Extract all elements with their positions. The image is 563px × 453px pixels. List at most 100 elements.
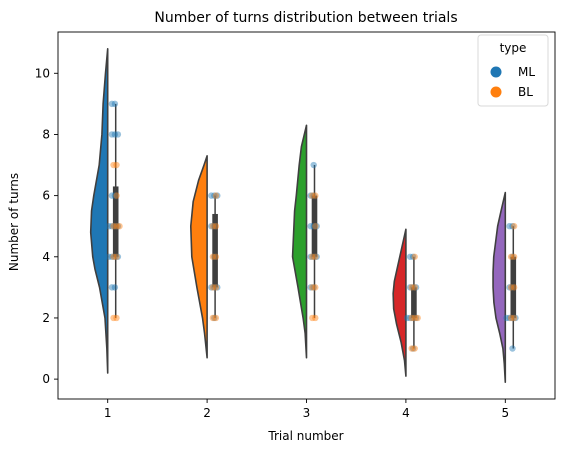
point-ml [105, 253, 113, 260]
point-bl [408, 345, 415, 352]
point-bl [414, 314, 421, 322]
x-tick-label: 2 [203, 406, 211, 420]
point-bl [113, 253, 120, 260]
point-bl [212, 253, 220, 260]
point-ml [406, 284, 414, 291]
x-tick-label: 4 [402, 406, 410, 420]
legend-marker-ml [490, 66, 502, 78]
point-ml [310, 161, 317, 169]
point-bl [212, 223, 220, 230]
point-ml [409, 253, 417, 260]
point-bl [309, 253, 316, 260]
point-ml [403, 314, 411, 322]
point-ml [211, 223, 218, 230]
point-ml [506, 284, 513, 291]
point-ml [310, 223, 317, 230]
violin-5 [492, 191, 507, 383]
point-ml [111, 131, 119, 138]
point-bl [510, 284, 518, 291]
violin-layer [89, 48, 507, 383]
point-bl [113, 161, 120, 169]
point-ml [208, 223, 215, 230]
point-ml [512, 314, 519, 322]
point-ml [108, 253, 116, 260]
point-ml [412, 314, 420, 322]
point-ml [409, 284, 417, 291]
point-ml [307, 223, 314, 230]
point-ml [509, 253, 516, 260]
legend-marker-bl [490, 86, 502, 98]
point-bl [110, 253, 117, 260]
point-bl [510, 223, 518, 230]
y-tick-label: 2 [42, 311, 50, 325]
point-bl [212, 314, 220, 322]
point-ml [108, 131, 116, 138]
point-ml [509, 314, 516, 322]
point-ml [310, 284, 317, 291]
y-tick-label: 10 [35, 66, 50, 80]
y-tick-label: 4 [42, 250, 50, 264]
point-bl [312, 253, 319, 260]
legend-label-ml: ML [518, 65, 535, 79]
point-ml [313, 223, 320, 230]
violin-4 [392, 228, 407, 377]
point-ml [509, 223, 516, 230]
point-ml [409, 314, 417, 322]
point-ml [111, 192, 119, 199]
x-axis-label: Trial number [267, 429, 343, 443]
point-bl [110, 223, 117, 230]
point-ml [211, 314, 218, 322]
point-bl [209, 223, 217, 230]
point-ml [506, 223, 513, 230]
point-bl [507, 284, 515, 291]
point-bl [312, 192, 319, 199]
point-bl [113, 314, 120, 322]
point-bl [408, 284, 415, 291]
point-bl [209, 314, 217, 322]
box-5 [510, 256, 517, 318]
box-1 [112, 186, 119, 257]
point-ml [211, 253, 218, 260]
point-bl [212, 284, 220, 291]
point-ml [214, 192, 221, 199]
point-bl [312, 284, 319, 291]
point-bl [110, 161, 117, 169]
point-ml [105, 223, 113, 230]
x-tick-label: 1 [104, 406, 112, 420]
point-ml [108, 223, 116, 230]
point-ml [208, 192, 215, 199]
point-ml [503, 314, 510, 322]
point-bl [411, 253, 418, 260]
point-ml [506, 314, 513, 322]
violin-1 [89, 48, 109, 374]
legend-label-bl: BL [518, 85, 533, 99]
point-layer [105, 100, 519, 352]
point-ml [310, 253, 317, 260]
point-ml [211, 192, 218, 199]
point-bl [113, 192, 120, 199]
point-ml [208, 284, 215, 291]
violin-2 [189, 155, 208, 359]
point-ml [509, 345, 516, 352]
box-3 [311, 195, 318, 257]
point-ml [214, 284, 221, 291]
point-bl [411, 284, 418, 291]
point-ml [406, 314, 414, 322]
y-tick-label: 6 [42, 189, 50, 203]
point-bl [507, 253, 515, 260]
point-ml [111, 284, 119, 291]
point-ml [307, 253, 314, 260]
point-ml [111, 100, 119, 108]
x-tick-label: 3 [303, 406, 311, 420]
violin-3 [291, 124, 308, 359]
point-bl [408, 314, 415, 322]
point-ml [406, 253, 414, 260]
point-ml [313, 253, 320, 260]
point-bl [212, 192, 220, 199]
y-tick-label: 8 [42, 127, 50, 141]
point-bl [309, 192, 316, 199]
point-bl [312, 223, 319, 230]
point-ml [307, 284, 314, 291]
